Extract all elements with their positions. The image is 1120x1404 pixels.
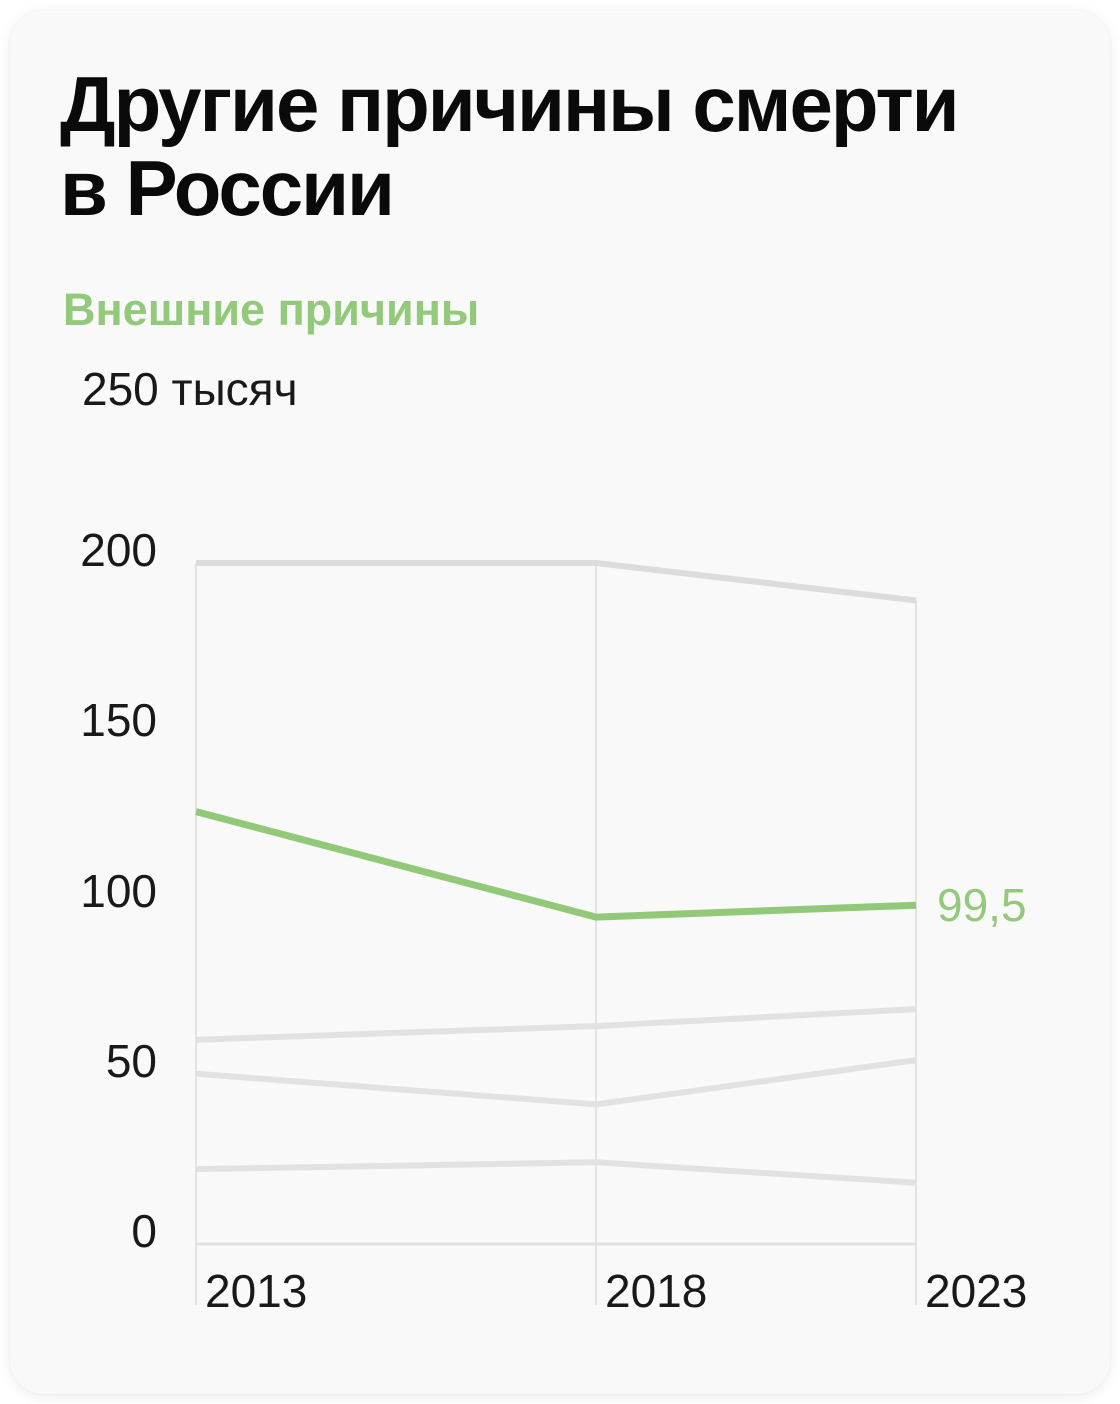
series-line-external-causes (195, 808, 917, 921)
x-axis-tick-label: 2018 (605, 1265, 708, 1317)
series-line-unlabeled-3 (195, 1057, 917, 1108)
series-line-unlabeled-2 (195, 1006, 917, 1043)
y-axis-tick-label: 0 (131, 1205, 157, 1257)
y-axis-tick-label: 100 (80, 864, 157, 917)
chart-subtitle: Внешние причины (63, 284, 480, 335)
y-axis-unit-label: 250 тысяч (82, 363, 298, 415)
x-axis-tick-label: 2023 (925, 1265, 1028, 1317)
series-line-unlabeled-top (196, 560, 917, 604)
x-axis-tick-label: 2013 (205, 1265, 308, 1317)
chart-title: Другие причины смерти в России (60, 60, 960, 232)
series-line-unlabeled-4 (195, 1159, 917, 1186)
y-axis-tick-label: 200 (80, 524, 157, 576)
y-axis-tick-label: 150 (80, 694, 157, 747)
chart-card: Другие причины смерти в России Внешние п… (10, 10, 1110, 1394)
y-axis-tick-label: 50 (105, 1034, 157, 1087)
line-chart (195, 560, 917, 1305)
series-value-label: 99,5 (937, 879, 1027, 932)
